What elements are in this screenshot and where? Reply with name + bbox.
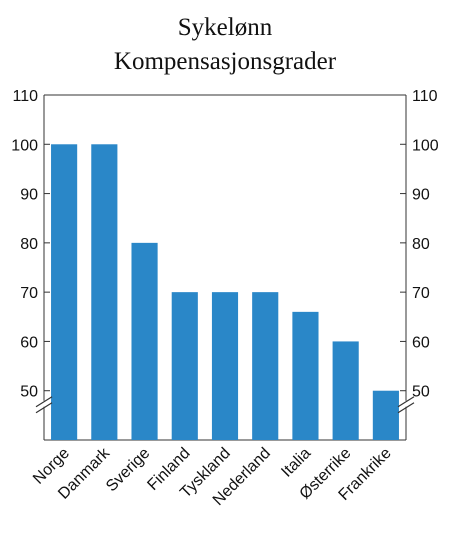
y-tick-label-right: 100 — [412, 137, 439, 154]
chart-subtitle: Kompensasjonsgrader — [114, 48, 337, 75]
y-tick-label-right: 110 — [412, 88, 438, 105]
bar — [211, 292, 239, 440]
y-tick-label-left: 90 — [20, 187, 38, 204]
y-tick-label-left: 60 — [20, 334, 38, 351]
y-tick-label-left: 110 — [12, 88, 38, 105]
axis-break-mark — [397, 402, 415, 414]
bar — [252, 292, 279, 440]
x-category-label: Italia — [278, 445, 314, 481]
y-tick-label-right: 60 — [412, 334, 430, 351]
chart-title: Sykelønn — [178, 14, 273, 41]
y-tick-label-right: 50 — [412, 384, 430, 401]
bar — [372, 390, 399, 440]
bar — [131, 242, 158, 440]
bar — [91, 144, 118, 441]
y-tick-label-left: 50 — [20, 384, 38, 401]
x-category-label: Sverige — [103, 445, 153, 495]
y-tick-label-right: 90 — [412, 187, 430, 204]
axis-break-mark — [35, 396, 53, 408]
axis-break-mark — [397, 396, 415, 408]
bar — [292, 311, 319, 440]
bar — [171, 292, 198, 440]
bar — [51, 144, 78, 441]
y-tick-label-left: 80 — [20, 236, 38, 253]
y-tick-label-left: 100 — [11, 137, 38, 154]
y-tick-label-left: 70 — [20, 285, 38, 302]
axis-break-mark — [35, 402, 53, 414]
bar — [332, 341, 359, 440]
y-tick-label-right: 80 — [412, 236, 430, 253]
y-tick-label-right: 70 — [412, 285, 430, 302]
